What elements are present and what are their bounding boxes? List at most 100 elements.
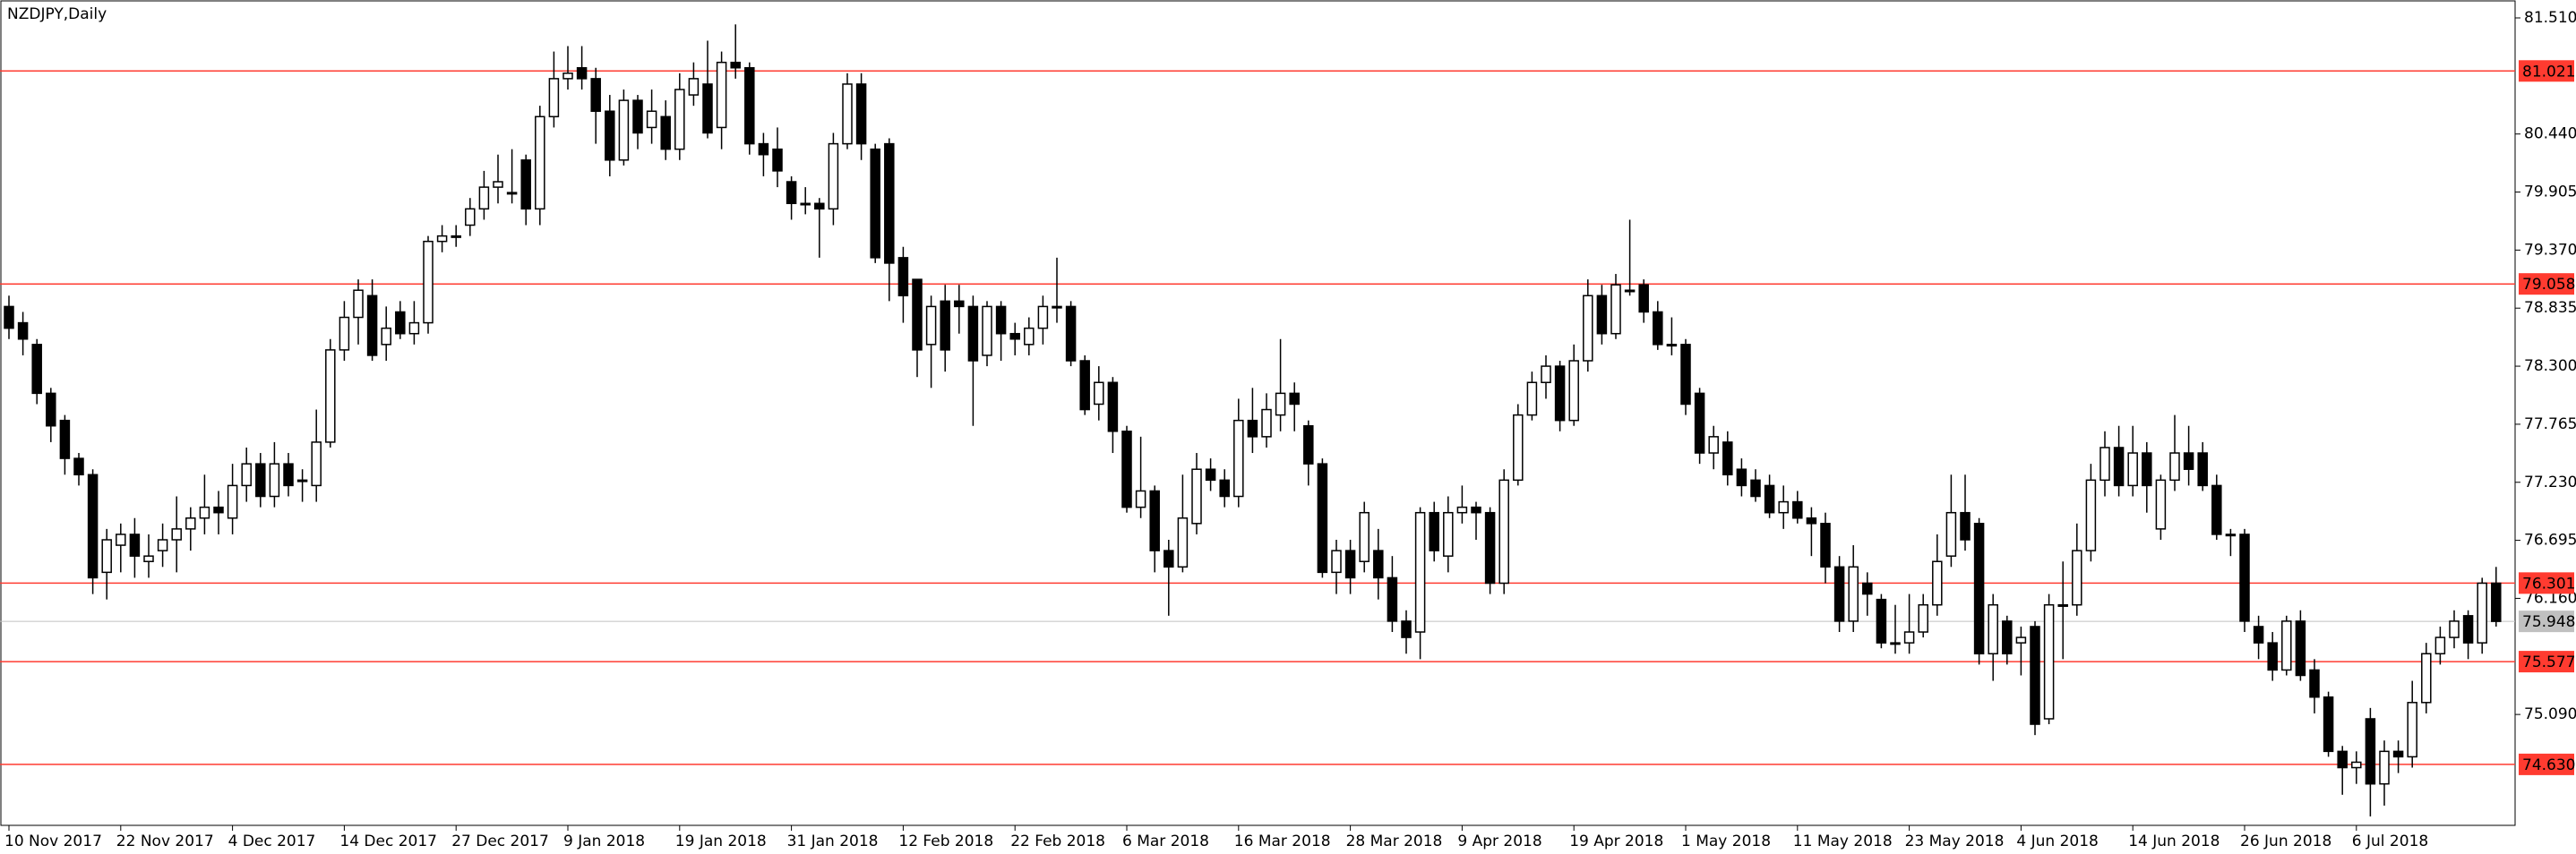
x-tick-label: 6 Mar 2018	[1122, 833, 1209, 850]
candle-body	[1736, 468, 1747, 487]
candle-body	[1890, 642, 1901, 645]
candle-body	[605, 110, 615, 161]
candle-body	[1177, 517, 1189, 568]
candle-body	[493, 181, 503, 188]
candle-body	[395, 311, 406, 335]
candle-body	[87, 474, 99, 579]
x-tick-label: 19 Apr 2018	[1569, 833, 1663, 850]
candle-body	[1373, 550, 1384, 579]
candle-body	[2142, 452, 2152, 487]
candle-body	[2072, 550, 2082, 606]
candle-body	[660, 115, 671, 150]
candle-body	[1233, 419, 1244, 498]
candle-body	[59, 419, 71, 459]
candle-body	[1024, 327, 1035, 346]
candle-body	[535, 115, 545, 210]
candle-body	[2365, 718, 2376, 785]
candle-body	[116, 534, 126, 546]
candle-body	[325, 349, 336, 443]
x-tick-label: 22 Nov 2017	[116, 833, 214, 850]
candle-body	[31, 344, 42, 395]
candle-body	[2113, 447, 2125, 487]
candle-body	[241, 463, 252, 487]
candle-body	[1918, 603, 1928, 633]
candle-body	[46, 392, 56, 427]
candle-body	[1135, 490, 1146, 508]
y-tick-label: 81.510	[2524, 9, 2576, 27]
candle-body	[2421, 653, 2432, 704]
x-tick-label: 9 Jan 2018	[563, 833, 645, 850]
x-tick-label: 11 May 2018	[1793, 833, 1893, 850]
candle-body	[423, 240, 434, 324]
candle-body	[2379, 750, 2390, 785]
candle-body	[1443, 511, 1454, 557]
candle-body	[1596, 295, 1608, 335]
candle-body	[884, 142, 895, 264]
candle-body	[451, 235, 461, 238]
candle-body	[2267, 642, 2278, 671]
candle-body	[925, 305, 937, 346]
candle-body	[1359, 511, 1370, 562]
candle-body	[897, 257, 909, 297]
candle-body	[2183, 452, 2194, 470]
candle-body	[1722, 441, 1733, 476]
candle-body	[982, 305, 992, 356]
candle-body	[2253, 626, 2264, 644]
y-tick-label: 75.090	[2524, 705, 2576, 723]
candle-body	[506, 192, 518, 195]
level-label: 81.021	[2522, 63, 2575, 81]
candle-body	[2449, 620, 2460, 638]
candle-body	[1052, 305, 1062, 309]
level-label: 74.630	[2522, 756, 2575, 774]
candle-body	[199, 506, 210, 519]
x-tick-label: 14 Jun 2018	[2128, 833, 2220, 850]
candle-body	[255, 463, 266, 498]
candle-body	[814, 202, 825, 210]
candle-body	[855, 83, 867, 145]
candle-body	[2323, 696, 2334, 753]
candle-body	[842, 83, 853, 145]
level-box	[2519, 60, 2574, 82]
candle-body	[436, 235, 448, 243]
candle-body	[1303, 424, 1314, 465]
candle-body	[870, 148, 880, 259]
candle-body	[1554, 365, 1566, 422]
candle-body	[2030, 626, 2040, 725]
candle-body	[2015, 636, 2027, 644]
candle-body	[995, 305, 1007, 335]
candle-body	[213, 506, 224, 514]
candle-body	[17, 321, 29, 340]
candle-body	[1191, 468, 1202, 525]
candle-body	[1121, 431, 1132, 508]
x-tick-label: 14 Dec 2017	[339, 833, 437, 850]
y-tick-label: 79.905	[2524, 184, 2576, 201]
candle-body	[1960, 511, 1971, 541]
candle-body	[1429, 511, 1439, 551]
candle-body	[1526, 381, 1538, 416]
candle-body	[1149, 490, 1160, 551]
candle-body	[353, 289, 364, 319]
candle-body	[2239, 534, 2250, 622]
candle-body	[772, 148, 783, 172]
candle-body	[562, 73, 573, 80]
candle-body	[1750, 479, 1761, 498]
candle-body	[786, 181, 797, 205]
candle-body	[129, 534, 141, 557]
candle-body	[1778, 500, 1789, 514]
candle-body	[2295, 620, 2306, 677]
candle-body	[1903, 631, 1915, 644]
candle-body	[1541, 365, 1551, 383]
level-label: 79.058	[2522, 276, 2575, 294]
y-tick-label: 79.370	[2524, 241, 2576, 259]
candle-body	[227, 484, 238, 519]
x-tick-label: 28 Mar 2018	[1346, 833, 1443, 850]
candle-body	[1247, 419, 1258, 438]
candle-body	[1624, 289, 1636, 293]
x-tick-label: 31 Jan 2018	[787, 833, 879, 850]
candle-body	[1414, 511, 1426, 633]
candle-body	[1401, 620, 1412, 638]
candle-body	[1666, 344, 1678, 347]
candle-body	[646, 110, 657, 129]
candle-body	[1568, 360, 1579, 422]
